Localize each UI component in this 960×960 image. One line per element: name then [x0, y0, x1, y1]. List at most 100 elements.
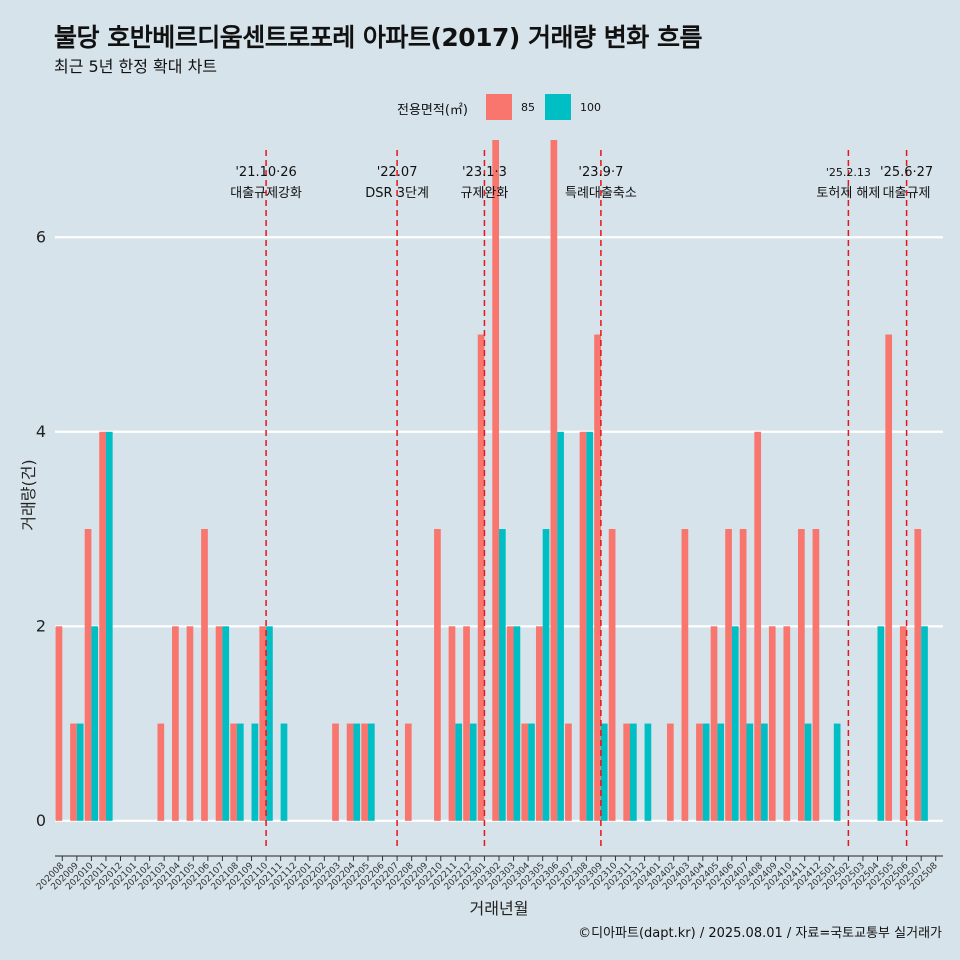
bar-85-202110 — [259, 626, 267, 821]
bar-100-202205 — [367, 723, 375, 821]
bar-100-202311 — [630, 723, 637, 821]
event-label-202309: 특례대출축소 — [565, 186, 637, 201]
bar-85-202304 — [521, 723, 529, 821]
legend-key-100 — [545, 94, 571, 120]
bar-85-202103 — [157, 723, 165, 821]
bar-100-202305 — [542, 529, 550, 821]
bar-100-202504 — [877, 626, 885, 821]
bar-85-202308 — [579, 431, 587, 821]
bar-85-202212 — [463, 626, 470, 821]
bar-85-202203 — [332, 723, 339, 821]
bar-85-202302 — [492, 140, 499, 821]
bar-100-202304 — [528, 723, 535, 821]
bar-100-202110 — [266, 626, 273, 821]
bar-85-202107 — [215, 626, 223, 821]
bar-85-202412 — [812, 529, 820, 821]
bar-85-202204 — [346, 723, 354, 821]
y-tick-label: 4 — [36, 422, 46, 441]
bar-100-202411 — [804, 723, 812, 821]
bar-85-202311 — [623, 723, 631, 821]
y-tick-label: 0 — [36, 811, 46, 830]
bar-85-202106 — [201, 529, 208, 821]
bar-85-202104 — [172, 626, 179, 821]
bar-85-202010 — [84, 529, 92, 821]
bar-100-202111 — [280, 723, 288, 821]
bar-100-202309 — [600, 723, 608, 821]
bar-100-202204 — [353, 723, 361, 821]
event-date-202110: '21.10·26 — [235, 165, 296, 180]
legend-label-100: 100 — [580, 101, 601, 114]
bar-85-202009 — [70, 723, 77, 821]
bar-100-202211 — [455, 723, 463, 821]
bar-85-202409 — [768, 626, 776, 821]
y-tick-label: 6 — [36, 227, 46, 246]
event-date-202301: '23.1·3 — [462, 165, 507, 180]
bar-85-202210 — [434, 529, 441, 821]
bar-85-202406 — [725, 529, 732, 821]
bar-100-202312 — [644, 723, 652, 821]
bar-85-202402 — [666, 723, 674, 821]
bar-85-202008 — [55, 626, 63, 821]
bar-100-202404 — [702, 723, 710, 821]
legend-key-85 — [486, 94, 512, 120]
bar-85-202403 — [681, 529, 689, 821]
bar-85-202211 — [448, 626, 456, 821]
legend: 전용면적(㎡) 85 100 — [0, 94, 960, 120]
bar-85-202411 — [798, 529, 805, 821]
event-label-202207: DSR 3단계 — [365, 186, 429, 201]
bar-100-202212 — [469, 723, 477, 821]
bar-100-202405 — [717, 723, 725, 821]
bar-85-202309 — [594, 334, 601, 821]
bar-100-202308 — [586, 431, 594, 821]
bar-85-202305 — [535, 626, 543, 821]
bar-85-202306 — [550, 140, 558, 821]
legend-label-85: 85 — [521, 101, 535, 114]
event-label-202506: 대출규제 — [883, 186, 931, 201]
event-label-202110: 대출규제강화 — [230, 186, 302, 201]
bar-85-202208 — [404, 723, 412, 821]
event-date-202502: '25.2.13 — [826, 166, 871, 179]
bar-100-202010 — [91, 626, 99, 821]
bar-85-202506 — [899, 626, 907, 821]
bar-100-202107 — [222, 626, 230, 821]
bar-85-202408 — [754, 431, 762, 821]
bar-100-202303 — [513, 626, 521, 821]
legend-title: 전용면적(㎡) — [397, 103, 468, 118]
event-date-202506: '25.6·27 — [880, 165, 933, 180]
bar-85-202410 — [783, 626, 791, 821]
bar-100-202108 — [236, 723, 244, 821]
bar-100-202011 — [105, 431, 113, 821]
bar-85-202505 — [885, 334, 893, 821]
y-axis-title: 거래량(건) — [19, 459, 38, 530]
bar-85-202011 — [99, 431, 106, 821]
bar-100-202501 — [833, 723, 841, 821]
bar-85-202407 — [739, 529, 747, 821]
bar-100-202009 — [76, 723, 84, 821]
bar-100-202306 — [557, 431, 564, 821]
x-axis-title: 거래년월 — [470, 899, 529, 918]
bar-85-202205 — [361, 723, 368, 821]
source-caption: ©디아파트(dapt.kr) / 2025.08.01 / 자료=국토교통부 실… — [578, 926, 942, 941]
bar-100-202407 — [746, 723, 754, 821]
chart-title: 불당 호반베르디움센트로포레 아파트(2017) 거래량 변화 흐름 — [54, 23, 702, 52]
bar-100-202109 — [251, 723, 259, 821]
bar-85-202307 — [565, 723, 572, 821]
event-date-202309: '23.9·7 — [578, 165, 623, 180]
bar-100-202302 — [499, 529, 506, 821]
bar-85-202108 — [230, 723, 237, 821]
bar-100-202408 — [761, 723, 768, 821]
event-label-202502: 토허제 해제 — [816, 186, 880, 201]
bar-85-202405 — [710, 626, 718, 821]
chart-subtitle: 최근 5년 한정 확대 차트 — [54, 57, 218, 76]
bar-100-202406 — [731, 626, 739, 821]
bar-85-202404 — [696, 723, 703, 821]
bar-100-202507 — [921, 626, 928, 821]
event-date-202207: '22.07 — [377, 165, 418, 180]
bar-85-202105 — [186, 626, 194, 821]
y-tick-label: 2 — [36, 616, 46, 635]
bar-85-202507 — [914, 529, 922, 821]
bar-85-202310 — [608, 529, 616, 821]
event-label-202301: 규제완화 — [461, 186, 509, 201]
bar-85-202303 — [506, 626, 514, 821]
